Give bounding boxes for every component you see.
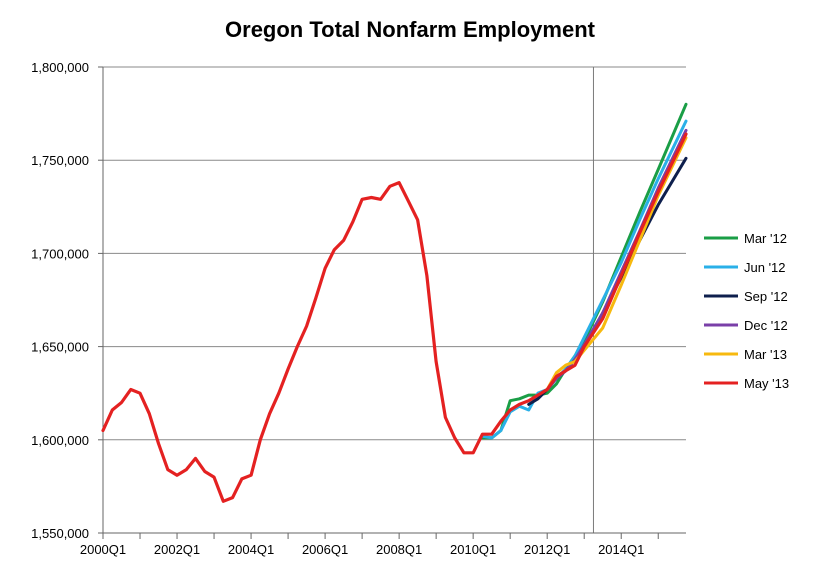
x-tick-label: 2002Q1 [154, 542, 200, 557]
y-tick-label: 1,650,000 [31, 340, 89, 355]
series-line-3 [545, 128, 688, 391]
legend-label-5: May '13 [744, 376, 789, 391]
series-line-2 [527, 156, 688, 406]
legend-label-2: Sep '12 [744, 289, 788, 304]
legend: Mar '12 Jun '12 Sep '12 Dec '12 Mar '13 May '… [704, 231, 789, 391]
x-tick-label: 2004Q1 [228, 542, 274, 557]
y-tick-label: 1,700,000 [31, 246, 89, 261]
axes: 1,550,000 1,600,000 1,650,000 1,700,000 1,75… [31, 60, 686, 557]
x-tick-label: 2008Q1 [376, 542, 422, 557]
legend-label-3: Dec '12 [744, 318, 788, 333]
series-line-5 [101, 132, 688, 503]
x-tick-label: 2006Q1 [302, 542, 348, 557]
legend-label-1: Jun '12 [744, 260, 786, 275]
x-tick-label: 2014Q1 [598, 542, 644, 557]
y-tick-label: 1,550,000 [31, 526, 89, 541]
y-tick-label: 1,750,000 [31, 153, 89, 168]
y-tick-label: 1,800,000 [31, 60, 89, 75]
legend-label-0: Mar '12 [744, 231, 787, 246]
x-tick-label: 2010Q1 [450, 542, 496, 557]
x-tick-label: 2012Q1 [524, 542, 570, 557]
legend-label-4: Mar '13 [744, 347, 787, 362]
y-tick-label: 1,600,000 [31, 433, 89, 448]
x-tick-label: 2000Q1 [80, 542, 126, 557]
series-lines [101, 102, 688, 503]
chart-title: Oregon Total Nonfarm Employment [225, 17, 596, 42]
series-line-4 [545, 136, 688, 391]
gridlines [103, 66, 686, 534]
series-line-0 [480, 102, 688, 440]
series-line-1 [480, 119, 688, 440]
